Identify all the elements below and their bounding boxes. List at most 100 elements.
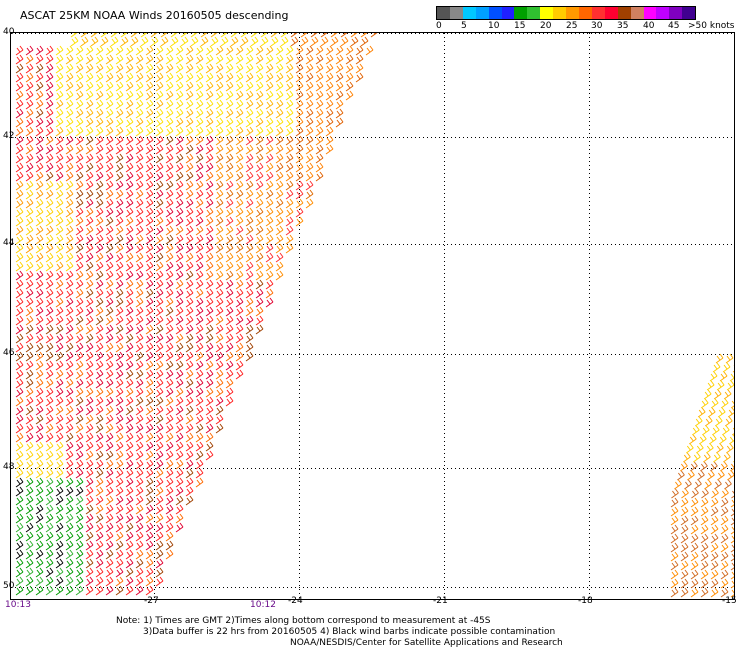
wind-barb: [165, 153, 174, 164]
wind-barb: [700, 524, 709, 535]
wind-barb: [115, 81, 124, 92]
colorbar-label: 25: [566, 21, 578, 31]
wind-barb: [235, 270, 244, 281]
wind-barb: [115, 162, 124, 173]
wind-barb: [85, 81, 94, 92]
wind-barb: [65, 72, 74, 83]
wind-barb: [105, 135, 114, 146]
wind-barb: [145, 234, 154, 245]
wind-barb: [65, 144, 74, 155]
wind-barb: [225, 342, 234, 353]
wind-barb: [265, 135, 274, 146]
wind-barb: [275, 216, 284, 227]
wind-barb: [175, 225, 184, 236]
wind-barb: [185, 99, 194, 110]
wind-barb: [45, 531, 54, 542]
wind-barb: [670, 542, 679, 553]
wind-barb: [65, 378, 74, 389]
wind-barb: [115, 261, 124, 272]
wind-barb: [35, 306, 44, 317]
wind-barb: [175, 90, 184, 101]
wind-barb: [195, 378, 204, 389]
wind-barb: [235, 198, 244, 209]
wind-barb: [155, 576, 164, 587]
wind-barb: [180, 33, 188, 38]
wind-barb: [195, 261, 204, 272]
wind-barb: [703, 452, 711, 463]
wind-barb: [185, 369, 194, 380]
wind-barb: [255, 99, 264, 110]
wind-barb: [185, 216, 194, 227]
wind-barb: [85, 522, 94, 533]
wind-barb: [135, 306, 144, 317]
wind-barb: [185, 405, 194, 416]
wind-barb: [681, 488, 689, 499]
wind-barb: [215, 144, 224, 155]
wind-barb: [85, 459, 94, 470]
wind-barb: [15, 126, 24, 137]
wind-barb: [25, 189, 34, 200]
wind-barb: [105, 378, 114, 389]
wind-barb: [15, 108, 24, 119]
wind-barb: [716, 443, 724, 454]
wind-barb: [175, 360, 184, 371]
wind-barb: [721, 425, 730, 436]
wind-barb: [155, 414, 164, 425]
wind-barb: [195, 117, 204, 128]
wind-barb: [75, 90, 84, 101]
wind-barb: [85, 441, 94, 452]
wind-barb: [55, 450, 64, 461]
wind-barb: [730, 553, 734, 562]
wind-barb: [45, 414, 54, 425]
wind-barb: [295, 72, 304, 83]
wind-barb: [165, 333, 174, 344]
wind-barb: [125, 225, 134, 236]
wind-barb: [105, 117, 114, 128]
wind-barb: [720, 578, 729, 589]
wind-barb: [195, 252, 204, 263]
wind-barb: [75, 432, 84, 443]
wind-barb: [195, 81, 204, 92]
wind-barb: [15, 279, 24, 290]
wind-barb: [45, 495, 54, 506]
wind-barb: [691, 425, 700, 436]
wind-barb: [85, 450, 94, 461]
wind-barb: [55, 441, 64, 452]
wind-barb: [65, 468, 74, 479]
wind-barb: [165, 45, 174, 56]
wind-barb: [130, 36, 139, 47]
wind-barb: [195, 180, 204, 191]
wind-barb: [85, 279, 94, 290]
wind-barb: [85, 207, 94, 218]
wind-barb: [85, 423, 94, 434]
wind-barb: [275, 144, 284, 155]
wind-barb: [45, 405, 54, 416]
wind-barb: [180, 36, 189, 47]
wind-barb: [55, 540, 64, 551]
wind-barb: [700, 569, 709, 580]
wind-barb: [85, 135, 94, 146]
wind-barb: [155, 243, 164, 254]
wind-barb: [145, 180, 154, 191]
wind-barb: [85, 45, 94, 56]
wind-barb: [25, 72, 34, 83]
wind-barb: [235, 324, 244, 335]
wind-barb: [125, 549, 134, 560]
wind-barb: [265, 108, 274, 119]
wind-barb: [195, 90, 204, 101]
wind-barb: [95, 477, 104, 488]
wind-barb: [105, 360, 114, 371]
wind-barb: [75, 576, 84, 587]
wind-barb: [115, 297, 124, 308]
wind-barb: [75, 126, 84, 137]
wind-barb: [165, 72, 174, 83]
wind-barb: [25, 99, 34, 110]
wind-barb: [285, 135, 294, 146]
wind-barb: [135, 135, 144, 146]
wind-barb: [45, 216, 54, 227]
wind-barb: [245, 63, 254, 74]
wind-barb: [255, 297, 264, 308]
wind-barb: [135, 270, 144, 281]
wind-barb: [710, 569, 719, 580]
wind-barb: [95, 495, 104, 506]
